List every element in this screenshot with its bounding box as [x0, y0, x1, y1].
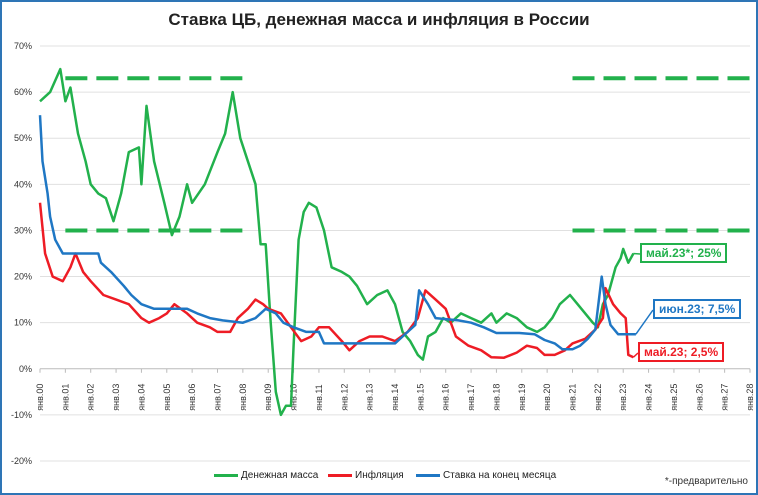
- x-tick-label: янв.26: [694, 384, 704, 411]
- y-tick-label: 70%: [14, 41, 32, 51]
- x-tick-label: янв.16: [441, 384, 451, 411]
- x-tick-label: янв.15: [415, 384, 425, 411]
- y-tick-label: 30%: [14, 225, 32, 235]
- legend-label: Ставка на конец месяца: [443, 470, 557, 481]
- y-tick-label: 10%: [14, 318, 32, 328]
- annotation-money: май.23*; 25%: [640, 243, 728, 263]
- x-tick-label: янв.04: [136, 384, 146, 411]
- y-tick-label: 40%: [14, 179, 32, 189]
- x-tick-label: янв.10: [289, 384, 299, 411]
- annotation-leader: [633, 252, 641, 255]
- x-tick-label: янв.23: [618, 384, 628, 411]
- x-tick-label: янв.14: [390, 384, 400, 411]
- chart-title: Ставка ЦБ, денежная масса и инфляция в Р…: [168, 10, 590, 29]
- y-tick-label: 20%: [14, 272, 32, 282]
- x-tick-label: янв.20: [542, 384, 552, 411]
- footnote: *-предварительно: [664, 476, 748, 487]
- x-tick-label: янв.00: [35, 384, 45, 411]
- annotation-rate: июн.23; 7,5%: [653, 299, 742, 319]
- legend-money: Денежная масса: [214, 470, 318, 481]
- x-tick-label: янв.03: [111, 384, 121, 411]
- x-tick-label: янв.07: [213, 384, 223, 411]
- y-tick-label: 0%: [19, 364, 32, 374]
- y-tick-label: -20%: [11, 456, 32, 466]
- x-tick-label: янв.08: [238, 384, 248, 411]
- annotation-inflation: май.23; 2,5%: [638, 342, 725, 362]
- x-tick-label: янв.18: [491, 384, 501, 411]
- legend-swatch: [214, 474, 238, 477]
- legend-label: Денежная масса: [241, 470, 319, 481]
- y-tick-label: 60%: [14, 87, 32, 97]
- annotation-leader: [635, 309, 654, 335]
- x-tick-label: янв.06: [187, 384, 197, 411]
- legend-inflation: Инфляция: [328, 470, 404, 481]
- legend-label: Инфляция: [355, 470, 404, 481]
- annotation-leader: [632, 352, 639, 358]
- legend-swatch: [328, 474, 352, 477]
- x-tick-label: янв.01: [60, 384, 70, 411]
- series-line: [38, 202, 634, 359]
- x-tick-label: янв.19: [517, 384, 527, 411]
- x-tick-label: янв.11: [314, 384, 324, 410]
- x-tick-label: янв.22: [593, 384, 603, 411]
- x-tick-label: янв.09: [263, 384, 273, 411]
- x-tick-label: янв.28: [745, 384, 755, 411]
- x-tick-label: янв.13: [365, 384, 375, 411]
- legend-rate: Ставка на конец месяца: [416, 470, 556, 481]
- x-tick-label: янв.12: [339, 384, 349, 411]
- x-tick-label: янв.27: [720, 384, 730, 411]
- series-line: [39, 67, 635, 417]
- x-tick-label: янв.02: [86, 384, 96, 411]
- x-tick-label: янв.21: [568, 384, 578, 411]
- x-tick-label: янв.05: [162, 384, 172, 411]
- y-tick-label: 50%: [14, 133, 32, 143]
- x-tick-label: янв.24: [644, 384, 654, 411]
- legend-swatch: [416, 474, 440, 477]
- x-tick-label: янв.17: [466, 384, 476, 411]
- y-tick-label: -10%: [11, 410, 32, 420]
- series-line: [38, 115, 636, 351]
- x-tick-label: янв.25: [669, 384, 679, 411]
